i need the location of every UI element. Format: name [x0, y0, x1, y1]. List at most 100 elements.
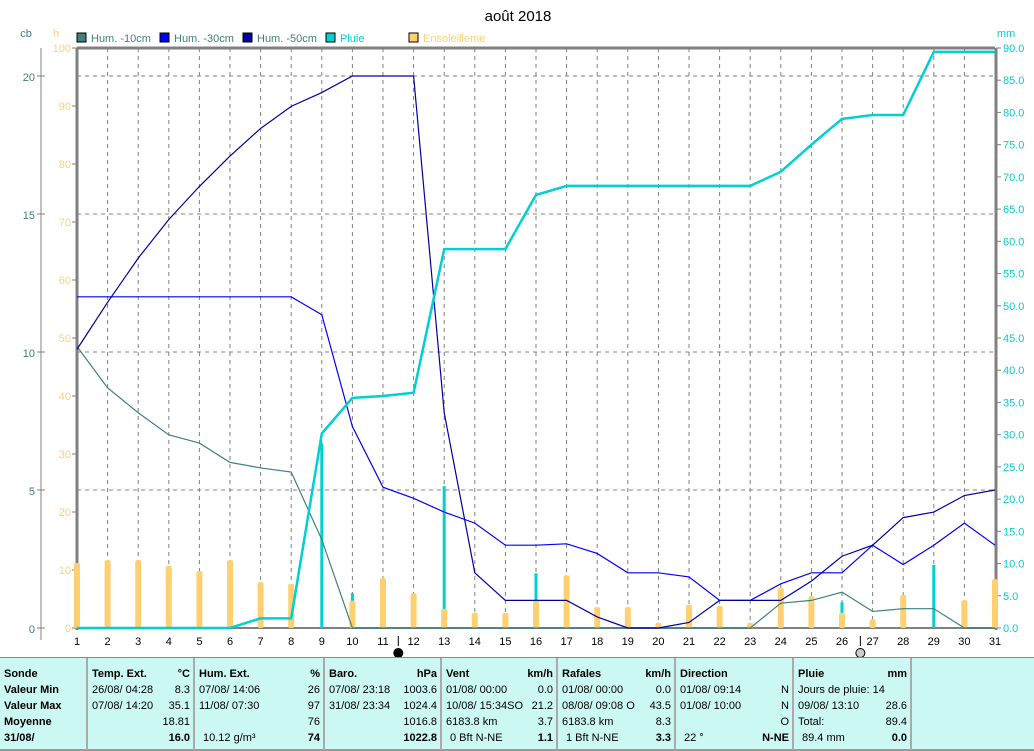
- row-value: O: [780, 716, 789, 728]
- x-tick-label: 27: [866, 636, 878, 648]
- soil-humidity-line: [77, 296, 996, 602]
- sunshine-bar: [533, 600, 539, 628]
- stats-row: 10/08/ 15:34SO 21.2: [446, 698, 553, 714]
- mm-tick-label: 75.0: [1003, 140, 1024, 152]
- vent-unit: km/h: [527, 668, 553, 680]
- column-header: Vent km/h: [446, 666, 553, 682]
- stats-row: 0 Bft N-NE 1.1: [446, 730, 553, 746]
- legend-swatch: [325, 32, 336, 43]
- mm-tick-label: 10.0: [1003, 559, 1024, 571]
- row-value: 43.5: [649, 700, 671, 712]
- x-tick-label: 23: [744, 636, 756, 648]
- legend-label: Pluie: [340, 33, 364, 45]
- sunshine-bar: [624, 607, 631, 628]
- cb-tick-label: 20: [23, 72, 35, 84]
- full-moon-icon: [393, 648, 404, 657]
- sunshine-bar: [808, 596, 815, 628]
- mm-tick-label: 25.0: [1003, 462, 1024, 474]
- row-detail: 22 °: [684, 732, 704, 744]
- cb-tick-label: 0: [29, 624, 35, 636]
- x-tick-label: 3: [135, 636, 141, 648]
- sunshine-bar: [104, 560, 111, 628]
- sunshine-bar: [716, 605, 723, 628]
- stats-row: 01/08/ 09:14 N: [680, 682, 789, 698]
- stats-column-empty: [912, 658, 1034, 750]
- h-tick-label: 0: [65, 623, 71, 635]
- x-tick-label: 18: [591, 636, 603, 648]
- rafales-unit: km/h: [645, 668, 671, 680]
- sunshine-bar: [839, 612, 845, 628]
- stats-row: 1016.8: [329, 714, 437, 730]
- row-detail: 10.12 g/m³: [203, 732, 256, 744]
- mm-tick-label: 90.0: [1003, 43, 1024, 55]
- h-tick-label: 70: [59, 217, 71, 229]
- stats-row: 07/08/ 14:06 26: [199, 682, 320, 698]
- row-value: 21.2: [531, 700, 553, 712]
- row-label: Moyenne: [4, 716, 52, 728]
- sunshine-bar: [777, 587, 784, 628]
- row-label: Valeur Max: [4, 700, 62, 712]
- row-detail: 89.4 mm: [802, 732, 845, 744]
- mm-tick-label: 35.0: [1003, 397, 1024, 409]
- h-tick-label: 100: [53, 43, 71, 55]
- row-value: 8.3: [655, 716, 671, 728]
- stats-column-vent: Vent km/h 01/08/ 00:00 0.0 10/08/ 15:34SO 21.…: [442, 658, 558, 750]
- x-tick-label: 28: [897, 636, 909, 648]
- rain-bar: [320, 443, 324, 628]
- stats-column-rafales: Rafales km/h 01/08/ 00:00 0.0 08/08/ 09:08 O…: [558, 658, 676, 750]
- stats-row: 6183.8 km 3.7: [446, 714, 553, 730]
- sunshine-bar: [441, 608, 448, 628]
- x-tick-label: 13: [438, 636, 450, 648]
- stats-row: 1 Bft N-NE 3.3: [562, 730, 671, 746]
- sunshine-bar: [380, 578, 386, 628]
- column-header: Rafales km/h: [562, 666, 671, 682]
- legend-label: Hum. -10cm: [91, 33, 151, 45]
- mm-tick-label: 55.0: [1003, 269, 1024, 281]
- row-detail: 07/08/ 23:18: [329, 684, 391, 696]
- x-tick-label: 12: [407, 636, 419, 648]
- sunshine-bar: [227, 560, 233, 628]
- stats-row: 07/08/ 23:18 1003.6: [329, 682, 437, 698]
- stats-column-baro: Baro. hPa 07/08/ 23:18 1003.6 31/08/ 23:34 10…: [325, 658, 442, 750]
- x-tick-label: 15: [499, 636, 511, 648]
- row-detail: 01/08/ 10:00: [680, 700, 742, 712]
- soil-rain-sun-chart: août 2018 cb h mm Hum. -10cm Hum. -30cm Hu…: [20, 8, 1024, 657]
- sunshine-bar: [165, 565, 172, 628]
- x-tick-label: 22: [713, 636, 725, 648]
- row-detail: 6183.8 km: [446, 716, 498, 728]
- row-value: N-NE: [762, 732, 789, 744]
- stats-row: 76: [199, 714, 320, 730]
- stats-column-pluie: Pluie mm Jours de pluie: 14 09/08/ 13:10 28.…: [794, 658, 912, 750]
- sunshine-bar: [257, 582, 264, 628]
- stats-column-hum: Hum. Ext.% 07/08/ 14:06 26 11/08/ 07:30 97 76…: [195, 658, 325, 750]
- row-label: Valeur Min: [4, 684, 60, 696]
- row-detail: 26/08/ 04:28: [92, 684, 154, 696]
- mm-tick-label: 80.0: [1003, 107, 1024, 119]
- mm-tick-label: 30.0: [1003, 430, 1024, 442]
- row-value: 1024.4: [403, 700, 437, 712]
- mm-tick-label: 45.0: [1003, 333, 1024, 345]
- stats-row: Valeur Max: [4, 698, 83, 714]
- legend-swatch: [159, 32, 170, 43]
- sunshine-bar: [992, 579, 998, 628]
- x-tick-label: 2: [105, 636, 111, 648]
- column-header: Temp. Ext. °C: [92, 666, 190, 682]
- row-value: 28.6: [885, 700, 907, 712]
- row-value: 0.0: [655, 684, 671, 696]
- cb-axis-unit: cb: [20, 28, 32, 40]
- x-tick-label: 8: [288, 636, 294, 648]
- temp-unit: °C: [177, 668, 190, 680]
- h-axis-unit: h: [53, 28, 59, 40]
- legend: Hum. -10cm Hum. -30cm Hum. -50cm Pluie Ensol…: [76, 32, 485, 45]
- mm-tick-label: 20.0: [1003, 494, 1024, 506]
- hum-unit: %: [310, 668, 320, 680]
- direction-header: Direction: [680, 668, 728, 680]
- chart-title: août 2018: [485, 8, 552, 25]
- stats-row: 10.12 g/m³ 74: [199, 730, 320, 746]
- x-tick-label: 31: [989, 636, 1001, 648]
- sunshine-bar: [900, 594, 907, 628]
- x-tick-label: 5: [196, 636, 202, 648]
- stats-row: 22 ° N-NE: [680, 730, 789, 746]
- mm-tick-label: 5.0: [1003, 591, 1018, 603]
- sunshine-bar: [502, 612, 509, 628]
